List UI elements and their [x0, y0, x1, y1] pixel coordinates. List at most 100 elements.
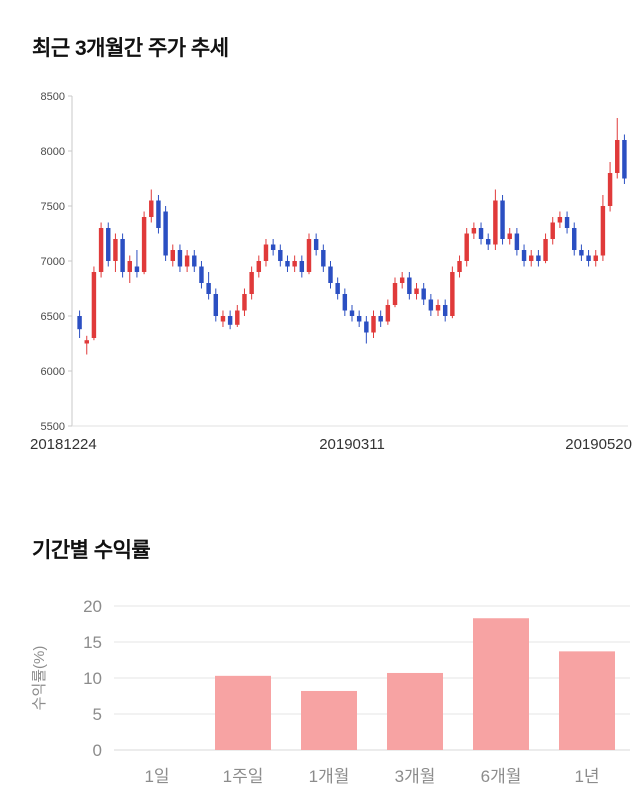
candle-body [113, 239, 118, 261]
bar [301, 690, 357, 750]
candle [192, 250, 197, 272]
x-date-label: 20190520 [565, 436, 632, 453]
candle [342, 288, 348, 316]
y-tick-label: 8000 [41, 146, 65, 158]
candle [299, 255, 305, 278]
candle [84, 335, 89, 355]
candle-body [557, 217, 563, 223]
candle-body [278, 250, 283, 261]
candle [292, 255, 297, 272]
candle-body [572, 228, 577, 250]
candle-body [428, 299, 434, 311]
candle-body [349, 310, 355, 316]
candle [98, 222, 104, 278]
candle-body [149, 200, 154, 217]
y-tick-label: 7000 [41, 256, 65, 268]
candle-body [306, 239, 312, 272]
candle [263, 239, 269, 267]
candle-body [77, 316, 82, 330]
candle-body [442, 305, 448, 316]
candle-body [399, 277, 405, 283]
candle-body [328, 266, 333, 283]
candle [507, 228, 512, 245]
candle-body [91, 272, 97, 338]
candle [586, 250, 591, 267]
candle [572, 222, 577, 256]
candle [349, 305, 355, 322]
candle [428, 294, 434, 316]
bar [387, 672, 443, 750]
candle [371, 310, 376, 338]
candle [141, 211, 147, 275]
x-category-label: 1개월 [309, 767, 350, 786]
y-tick-label: 5500 [41, 421, 65, 433]
candle-body [106, 228, 111, 261]
candle [206, 272, 211, 300]
candle-body [521, 250, 527, 261]
candle-body [270, 244, 276, 250]
candle [77, 310, 82, 338]
bar [215, 675, 271, 750]
returns-chart-svg: 0 5 10 15 20 수익률(%) 1일 1주일 1개월 3개월 6개월 1년 [31, 597, 630, 786]
candle [392, 277, 398, 308]
returns-bar-chart: 0 5 10 15 20 수익률(%) 1일 1주일 1개월 3개월 6개월 1년 [30, 594, 632, 794]
candle [414, 283, 419, 300]
candle-body [550, 222, 555, 239]
candle [464, 228, 469, 267]
x-category-label: 1일 [144, 767, 169, 786]
candle-body [177, 250, 183, 267]
price-trend-section: 최근 3개월간 주가 추세 8500 8000 7500 7000 6500 6000 55… [30, 37, 632, 456]
candle-body [579, 250, 584, 256]
returns-section: 기간별 수익률 0 5 10 15 20 수익률(%) 1일 1주일 1개월 3개월 6개월 1년 [0, 456, 640, 794]
candle-body [313, 239, 319, 250]
candle [356, 310, 362, 327]
candle [564, 211, 570, 234]
candle-body [478, 228, 484, 239]
candle [328, 261, 333, 289]
candle [242, 288, 247, 316]
x-category-label: 1주일 [223, 767, 264, 786]
candle-body [586, 255, 591, 261]
candle-body [356, 316, 362, 322]
candle [528, 250, 534, 267]
candle [163, 206, 168, 261]
bar [473, 618, 529, 750]
y-tick-label: 6000 [41, 366, 65, 378]
candle-body [464, 233, 469, 261]
candle [220, 310, 226, 327]
y-tick-label: 5 [93, 705, 102, 724]
candle [536, 250, 541, 267]
price-candlestick-chart: 8500 8000 7500 7000 6500 6000 5500 20181224 2019… [30, 92, 632, 456]
candle-body [127, 261, 132, 272]
candle [471, 222, 477, 239]
bar [559, 651, 615, 750]
candle [514, 228, 520, 256]
x-category-label: 1년 [574, 767, 599, 786]
candle-body [206, 283, 211, 294]
candle [579, 244, 584, 261]
candle-body [385, 305, 391, 322]
candle [184, 250, 190, 272]
candle-body [543, 239, 548, 261]
candle-body [528, 255, 534, 261]
candle [550, 217, 555, 245]
candle [450, 266, 455, 319]
candle-body [227, 316, 233, 325]
candle-body [199, 266, 204, 283]
candle-body [536, 255, 541, 261]
candle [399, 272, 405, 289]
candle [91, 266, 97, 341]
candle-body [435, 305, 441, 311]
y-axis-title: 수익률(%) [31, 646, 48, 711]
price-chart-title: 최근 3개월간 주가 추세 [32, 37, 229, 60]
candle [249, 266, 254, 300]
candle-body [321, 250, 326, 267]
candle [493, 189, 498, 250]
candle-body [414, 288, 419, 294]
candle [113, 233, 118, 272]
candle [170, 244, 176, 267]
candle [278, 244, 283, 267]
y-tick-label: 8500 [41, 92, 65, 103]
candle [134, 250, 140, 278]
